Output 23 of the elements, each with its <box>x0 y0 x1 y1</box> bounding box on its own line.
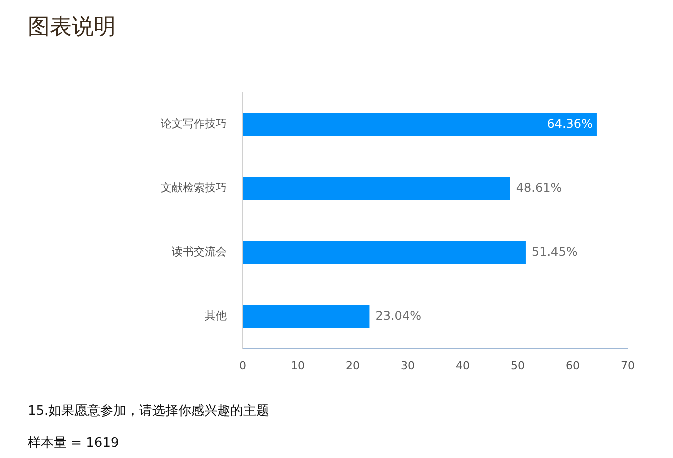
bar <box>243 177 510 200</box>
y-tick-label: 文献检索技巧 <box>161 182 227 195</box>
data-label: 23.04% <box>376 308 422 323</box>
x-tick-label: 30 <box>401 359 415 372</box>
x-tick-label: 20 <box>346 359 360 372</box>
data-label: 64.36% <box>547 116 593 131</box>
data-label: 48.61% <box>516 180 562 195</box>
data-label: 51.45% <box>532 244 578 259</box>
bar <box>243 241 526 264</box>
y-tick-label: 其他 <box>205 310 227 323</box>
text: 样本量 = 1619 <box>28 435 120 452</box>
y-tick-label: 论文写作技巧 <box>161 117 227 130</box>
x-tick-label: 10 <box>291 359 305 372</box>
bar <box>243 305 370 328</box>
text: 15.如果愿意参加，请选择你感兴趣的主题 <box>28 403 270 420</box>
x-tick-label: 0 <box>240 359 246 372</box>
y-tick-label: 读书交流会 <box>172 246 227 259</box>
bar <box>243 113 597 136</box>
x-tick-label: 70 <box>621 359 635 372</box>
x-tick-label: 40 <box>456 359 470 372</box>
chart-title: 图表说明 <box>28 14 116 42</box>
x-tick-label: 60 <box>566 359 580 372</box>
x-tick-label: 50 <box>511 359 525 372</box>
